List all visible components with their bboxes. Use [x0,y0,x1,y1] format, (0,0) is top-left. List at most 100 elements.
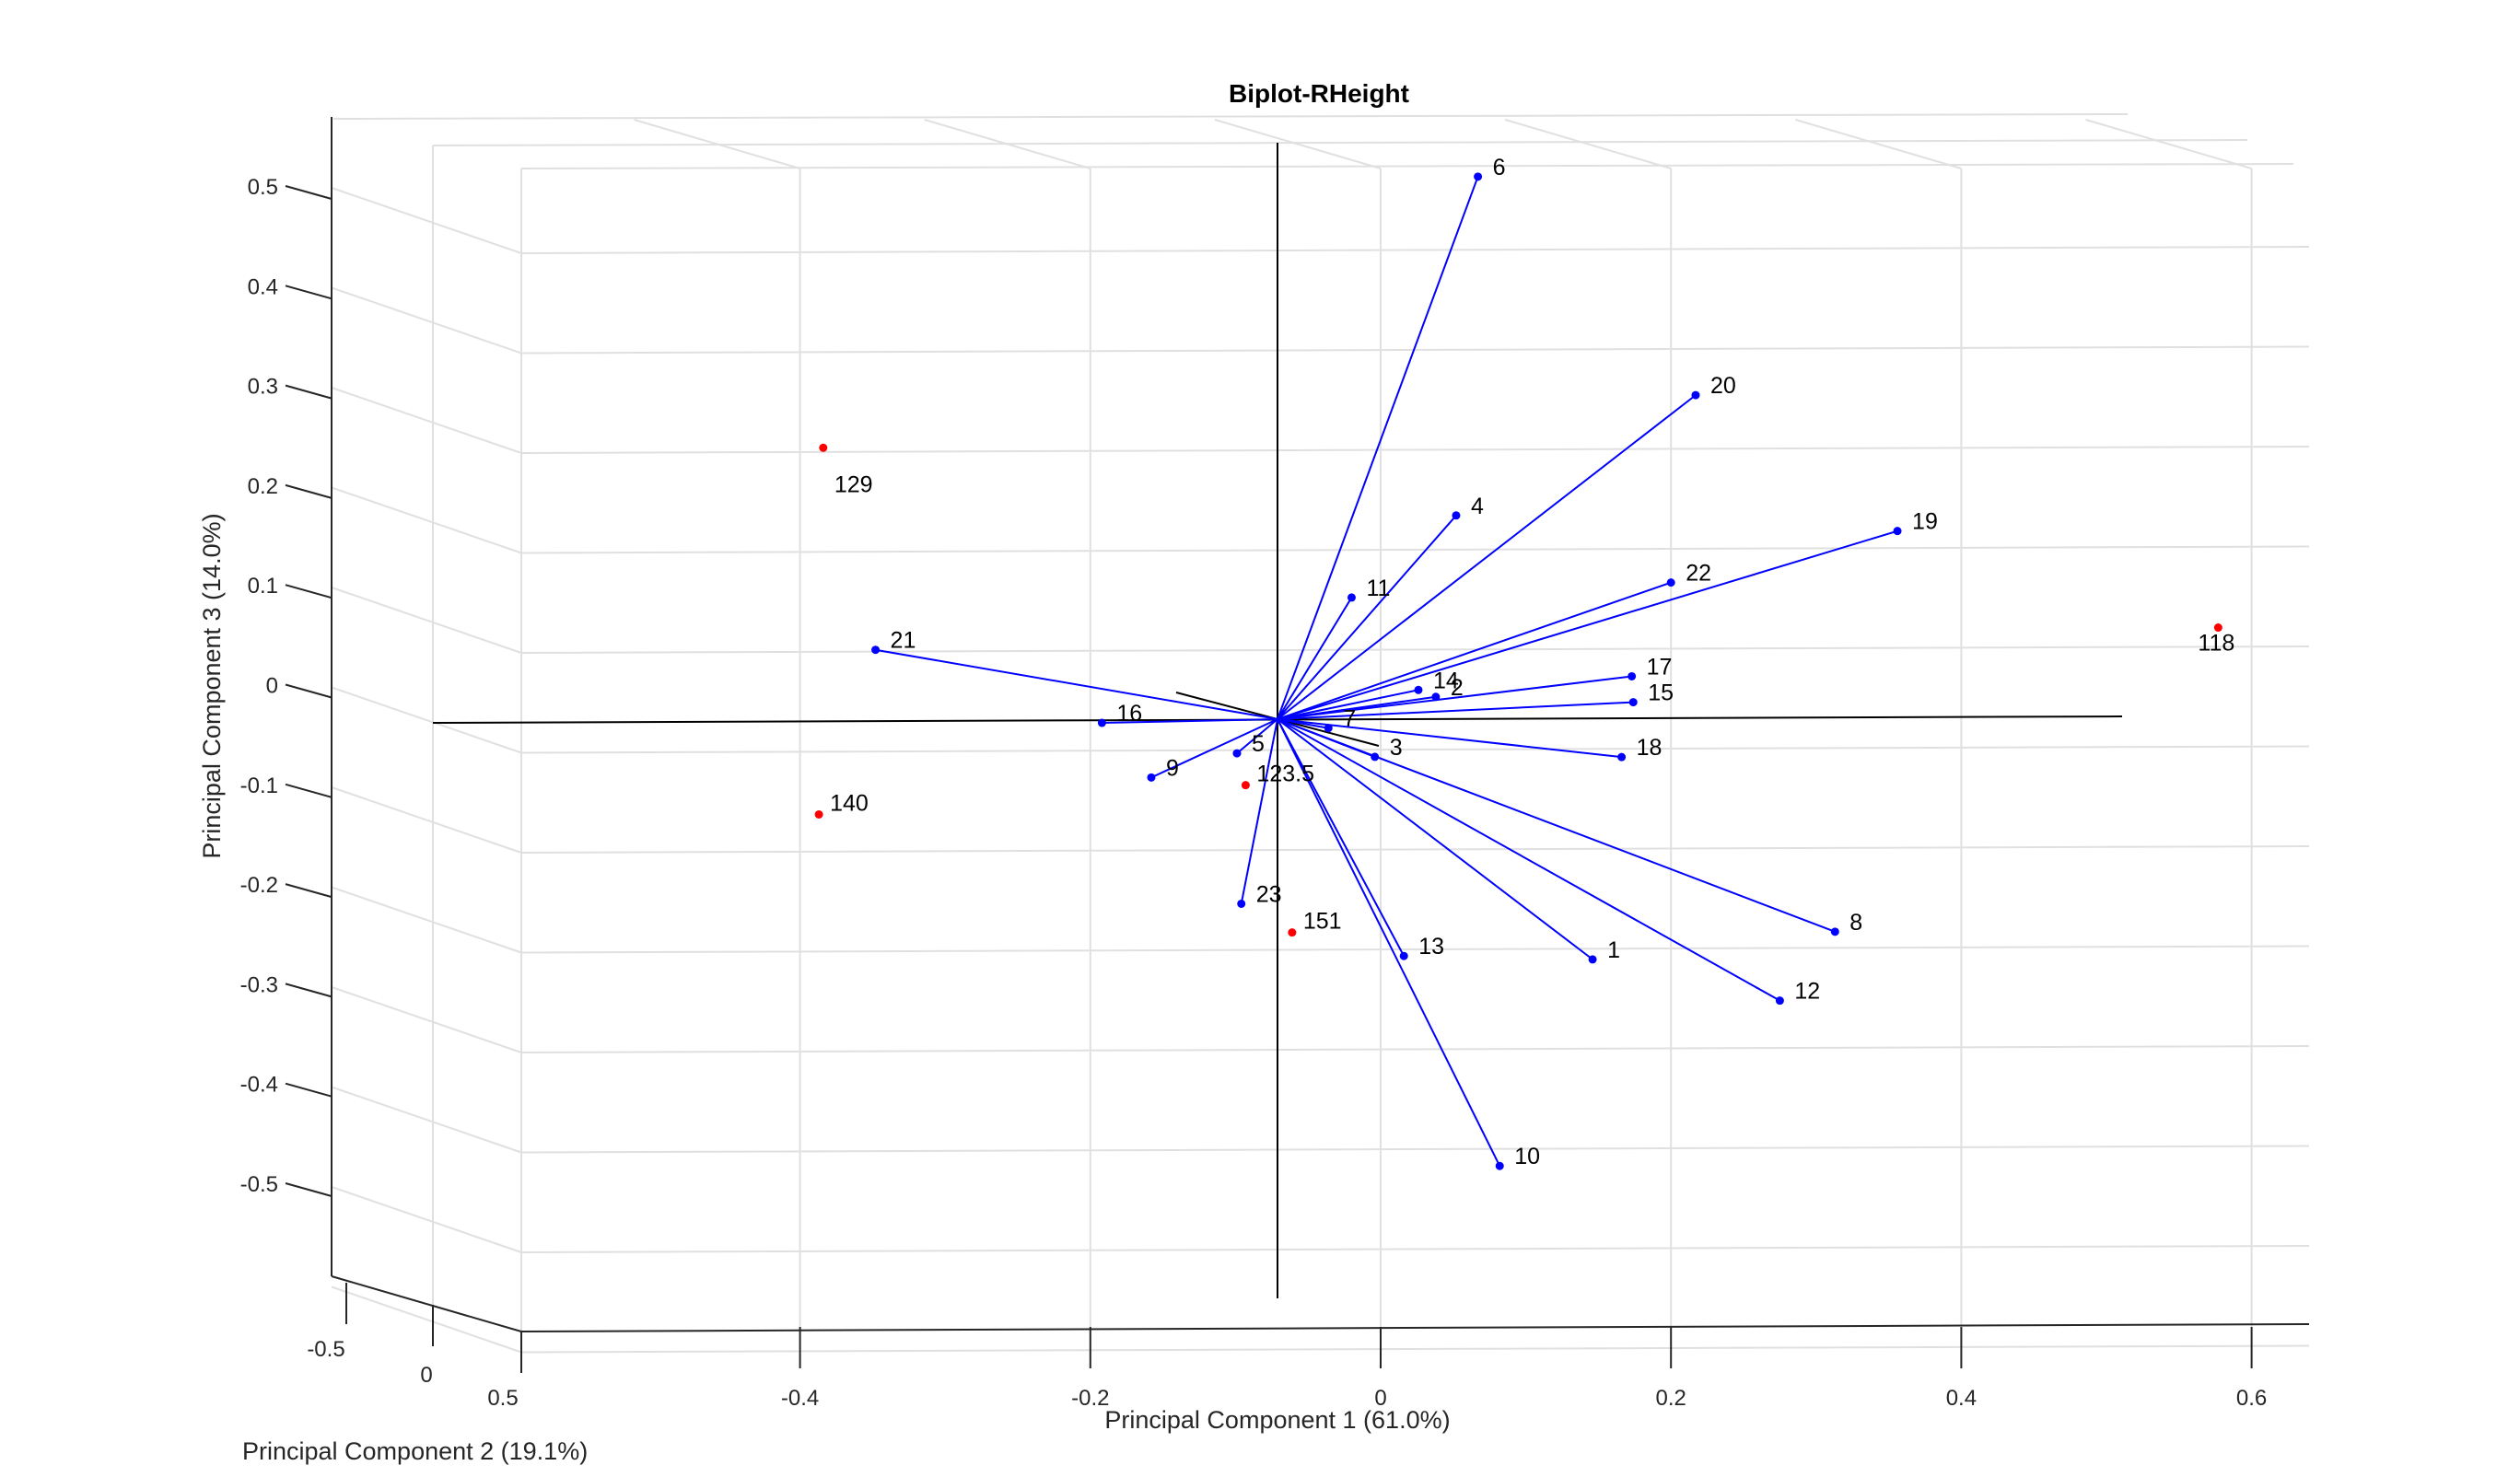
vector-label: 9 [1166,755,1179,781]
z-tick-mark [285,384,332,400]
z-tick-mark [285,185,332,200]
vector-point [871,645,881,655]
vector-label: 4 [1471,494,1484,519]
vector-line [1277,718,1501,1167]
vector-point [1399,951,1408,960]
vector-point [1830,927,1839,936]
z-tick-mark [285,584,332,599]
x-grid-depth-line [1214,119,1382,169]
x-tick-label: 0.6 [2236,1386,2267,1411]
z-axis-label: Principal Component 3 (14.0%) [198,513,226,858]
vector-line [1277,515,1457,720]
vector-label: 7 [1343,706,1356,732]
z-grid-line [520,446,2310,454]
box-edge [432,139,2248,146]
z-tick-label: -0.3 [240,972,278,997]
y-tick-label: 0 [420,1363,432,1388]
z-tick-mark [285,883,332,899]
vector-label: 8 [1849,910,1862,936]
vector-line [1277,718,1780,1002]
vector-point [1452,511,1461,520]
x-tick-label: -0.4 [781,1386,819,1411]
vector-label: 3 [1390,735,1403,761]
z-grid-depth-line [331,387,522,454]
vector-line [1277,718,1406,957]
z-grid-line [520,645,2310,654]
z-grid-depth-line [331,786,522,854]
vector-point [1232,749,1242,758]
z-grid-depth-line [331,686,522,754]
vector-line [1277,394,1697,720]
chart-title: Biplot-RHeight [1229,79,1409,108]
z-tick-label: 0.1 [248,574,278,599]
z-tick-label: 0.5 [248,175,278,200]
vector-line [1150,718,1278,779]
vector-label: 5 [1252,731,1265,757]
z-tick-mark [285,1182,332,1197]
vector-label: 12 [1794,979,1820,1005]
vector-label: 21 [891,628,916,654]
y-tick-label: 0.5 [487,1386,518,1411]
vector-line [1102,718,1278,725]
observation-point [1241,781,1250,790]
box-edge [332,113,2129,120]
x-tick-label: 0.4 [1946,1386,1977,1411]
z-tick-label: 0.2 [248,474,278,499]
box-edge [520,163,2294,169]
z-tick-label: -0.2 [240,873,278,898]
z-tick-mark [285,483,332,499]
observation-point [819,443,828,452]
vector-label: 23 [1256,881,1282,907]
vector-point [1414,685,1423,694]
z-tick-mark [285,285,332,300]
vector-point [1666,578,1675,587]
x-grid-depth-line [2085,119,2252,169]
x-tick-label: 0 [1374,1386,1386,1411]
vector-layer [871,172,1902,1170]
observation-label: 118 [2198,631,2234,657]
y-axis-line [331,1275,522,1332]
vector-point [1495,1161,1504,1170]
vector-label: 19 [1912,509,1938,535]
z-tick-mark [285,1082,332,1098]
vector-line [1240,718,1278,904]
label-layer: -0.4 -0.2 0 0.2 0.4 0.6 -0.5 0 0.5 0.5 0.4 0.3 0.2 0.… [240,155,2268,1411]
vector-label: 14 [1433,668,1459,693]
observation-layer [814,443,2222,937]
vector-line [875,648,1278,720]
z-grid-depth-line [331,486,522,554]
vector-line [1277,701,1634,720]
vector-label: 17 [1647,654,1673,680]
vector-point [1237,899,1246,908]
z-grid-depth-line [331,187,522,254]
vector-point [1691,390,1700,400]
y-axis-label: Principal Component 2 (19.1%) [242,1437,588,1465]
vector-line [1277,675,1632,720]
z-grid-depth-line [331,286,522,355]
observation-point [2213,623,2222,633]
z-grid-line [520,845,2310,854]
vector-line [1277,718,1593,960]
z-tick-label: 0.3 [248,375,278,400]
x-grid-depth-line [1504,119,1672,169]
z-grid-depth-line [331,886,522,954]
z-grid-depth-line [331,587,522,654]
vector-point [1628,671,1637,680]
observation-label: 140 [830,790,869,816]
z-grid-line [520,1045,2310,1053]
x-axis-label: Principal Component 1 (61.0%) [1104,1406,1450,1434]
vector-line [1277,529,1898,720]
vector-line [1236,718,1278,754]
vector-line [1277,176,1479,720]
vector-label: 1 [1607,937,1620,963]
z-tick-label: -0.5 [240,1172,278,1197]
vector-point [1097,718,1106,727]
observation-point [814,809,823,819]
vector-point [1474,172,1483,181]
vector-label: 2 [1451,675,1464,701]
y-tick-label: -0.5 [307,1337,344,1362]
vector-line [1277,597,1353,720]
vector-label: 11 [1366,576,1390,601]
vector-label: 22 [1686,561,1711,587]
